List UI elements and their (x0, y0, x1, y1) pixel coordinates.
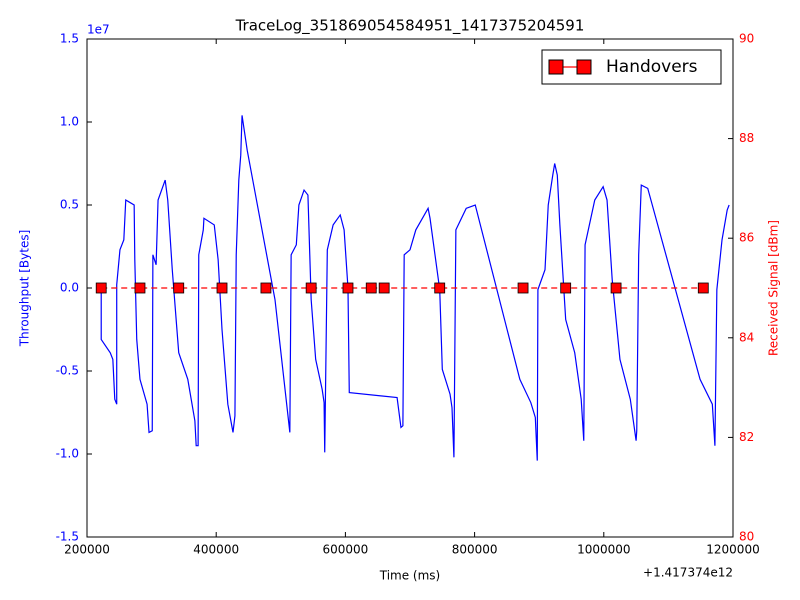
y-axis-label: Throughput [Bytes] (18, 230, 32, 348)
y2-tick-label: 88 (739, 131, 754, 145)
y-tick-label: -1.5 (56, 530, 79, 544)
chart-title: TraceLog_351869054584951_1417375204591 (235, 17, 585, 36)
marker (134, 282, 146, 294)
marker (365, 282, 377, 294)
marker (610, 282, 622, 294)
marker (216, 282, 228, 294)
y2-tick-label: 80 (739, 530, 754, 544)
marker (517, 282, 529, 294)
y2-tick-label: 84 (739, 330, 754, 344)
x-tick-label: 800000 (452, 543, 498, 557)
legend-marker (576, 59, 592, 75)
x-axis-label: Time (ms) (379, 569, 441, 583)
marker (95, 282, 107, 294)
legend-label: Handovers (606, 57, 698, 77)
marker (434, 282, 446, 294)
marker (697, 282, 709, 294)
y2-axis-label: Received Signal [dBm] (767, 220, 781, 356)
y2-tick-label: 90 (739, 32, 754, 46)
marker (173, 282, 185, 294)
y-tick-label: 0.0 (60, 281, 79, 295)
x-tick-label: 1000000 (577, 543, 630, 557)
marker (378, 282, 390, 294)
marker (560, 282, 572, 294)
x-tick-label: 600000 (322, 543, 368, 557)
marker (260, 282, 272, 294)
legend-marker (548, 59, 564, 75)
y-offset-text: 1e7 (87, 23, 110, 37)
marker (342, 282, 354, 294)
y-tick-label: 1.5 (60, 32, 79, 46)
y2-tick-label: 82 (739, 430, 754, 444)
x-offset-text: +1.417374e12 (643, 566, 733, 580)
series-line (100, 115, 730, 461)
x-tick-label: 400000 (193, 543, 239, 557)
y-tick-label: -0.5 (56, 364, 79, 378)
plot-frame (86, 38, 734, 538)
y-tick-label: 0.5 (60, 198, 79, 212)
y2-tick-label: 86 (739, 231, 754, 245)
legend: Handovers (541, 49, 722, 85)
x-tick-label: 200000 (64, 543, 110, 557)
x-tick-label: 1200000 (706, 543, 759, 557)
y-tick-label: -1.0 (56, 447, 79, 461)
marker (305, 282, 317, 294)
y-tick-label: 1.0 (60, 115, 79, 129)
